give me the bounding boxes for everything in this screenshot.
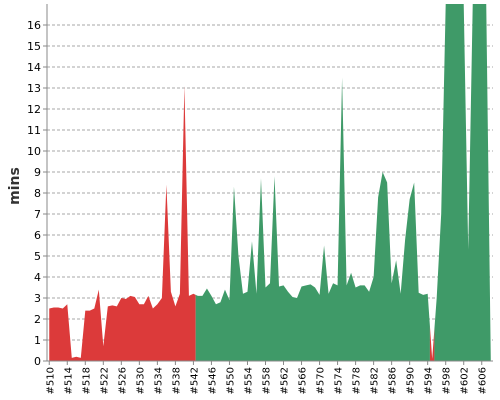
x-tick-labels: #510 #514 #518 #522 #526 #530 #534 #538 #542 #546…	[45, 361, 489, 394]
x-tick-label: #530	[135, 367, 146, 394]
x-tick-label: #598	[442, 367, 453, 394]
x-tick-label: #558	[261, 367, 272, 394]
x-tick-label: #514	[63, 367, 74, 394]
x-tick-label: #562	[280, 367, 291, 394]
y-tick-label: 3	[34, 292, 41, 305]
area-segment-green	[195, 77, 430, 361]
y-tick-label: 14	[27, 61, 41, 74]
x-tick-label: #550	[225, 367, 236, 394]
x-tick-label: #542	[189, 367, 200, 394]
y-tick-label: 4	[34, 271, 41, 284]
y-tick-label: 0	[34, 355, 41, 368]
x-tick-label: #554	[243, 367, 254, 394]
y-tick-label: 12	[27, 103, 41, 116]
y-tick-label: 1	[34, 334, 41, 347]
x-tick-label: #518	[81, 367, 92, 394]
x-tick-label: #522	[99, 367, 110, 394]
x-tick-label: #590	[406, 367, 417, 394]
x-tick-label: #570	[316, 367, 327, 394]
x-tick-label: #594	[424, 367, 435, 394]
area-segment-green	[434, 4, 491, 361]
y-axis-label: mins	[7, 167, 23, 205]
y-tick-label: 8	[34, 187, 41, 200]
area-segment-red	[49, 85, 196, 362]
x-tick-label: #526	[117, 367, 128, 394]
x-tick-label: #538	[171, 367, 182, 394]
x-tick-label: #586	[388, 367, 399, 394]
x-tick-label: #510	[45, 367, 56, 394]
x-tick-label: #534	[153, 367, 164, 394]
x-tick-label: #578	[352, 367, 363, 394]
y-tick-label: 10	[27, 145, 41, 158]
area-segment-red	[429, 326, 435, 361]
y-tick-label: 5	[34, 250, 41, 263]
y-tick-label: 15	[27, 40, 41, 53]
y-tick-label: 11	[27, 124, 41, 137]
y-tick-label: 13	[27, 82, 41, 95]
y-tick-label: 9	[34, 166, 41, 179]
x-tick-label: #546	[207, 367, 218, 394]
x-tick-label: #602	[460, 367, 471, 394]
x-tick-label: #606	[478, 367, 489, 394]
x-tick-label: #574	[334, 367, 345, 394]
y-tick-label: 16	[27, 19, 41, 32]
x-tick-label: #566	[298, 367, 309, 394]
area-series	[49, 4, 491, 362]
y-tick-label: 6	[34, 229, 41, 242]
y-tick-label: 7	[34, 208, 41, 221]
y-tick-label: 2	[34, 313, 41, 326]
x-tick-label: #582	[370, 367, 381, 394]
